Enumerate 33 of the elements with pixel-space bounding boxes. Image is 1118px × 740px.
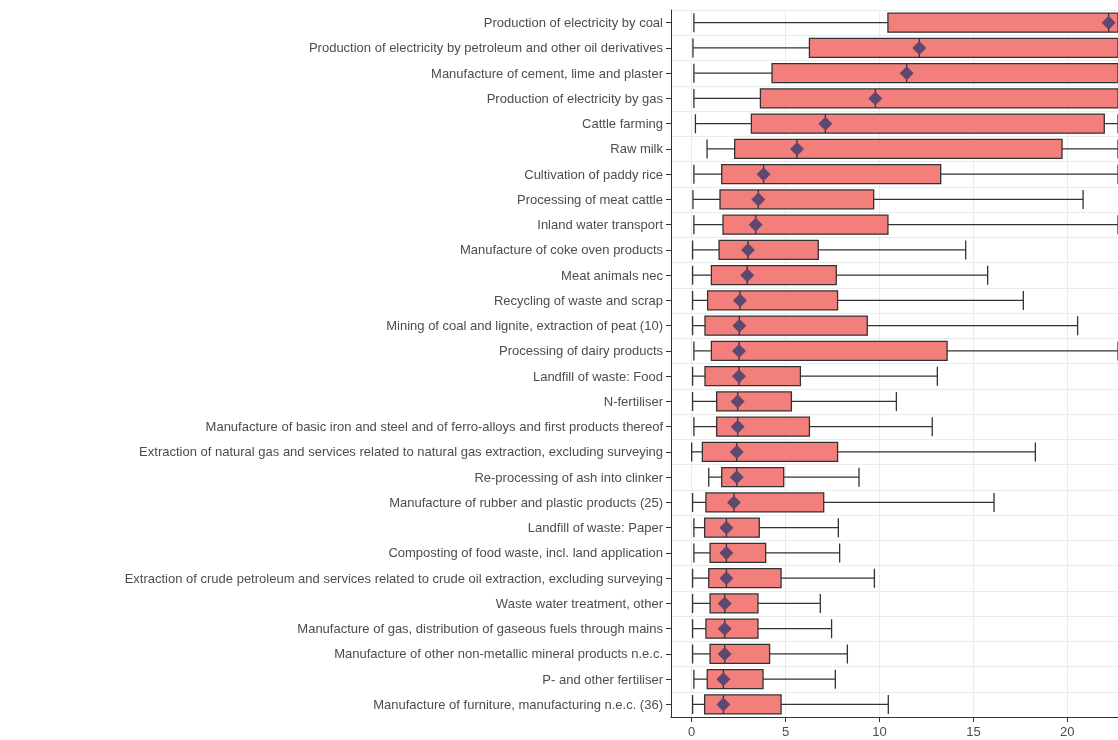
x-tick-label: 10 — [872, 724, 887, 739]
y-tick-label: Processing of meat cattle — [517, 191, 663, 207]
y-tick-label: Production of electricity by coal — [483, 15, 664, 31]
y-tick-label: Manufacture of cement, lime and plaster — [431, 65, 664, 81]
y-tick-label: Waste water treatment, other — [495, 595, 664, 611]
y-tick-label: Mining of coal and lignite, extraction of peat (10) — [386, 318, 663, 334]
y-tick-label: Manufacture of gas, distribution of gaseous fuels through mains — [297, 621, 664, 637]
y-tick-label: Processing of dairy products — [498, 343, 664, 359]
y-tick-label: Raw milk — [610, 141, 664, 157]
y-tick-label: Re-processing of ash into clinker — [474, 469, 664, 485]
y-tick-label: Manufacture of basic iron and steel and of ferro-alloys and first products thereof — [205, 419, 664, 435]
y-tick-label: Landfill of waste: Food — [532, 368, 663, 384]
y-tick-label: Extraction of natural gas and services related to natural gas extraction, excluding surveying — [139, 444, 663, 460]
y-tick-label: Manufacture of rubber and plastic products (25) — [389, 494, 663, 510]
y-tick-label: Cultivation of paddy rice — [524, 166, 663, 182]
y-tick-label: Recycling of waste and scrap — [493, 292, 663, 308]
x-tick-label: 5 — [781, 724, 790, 739]
y-tick-label: Production of electricity by gas — [486, 90, 664, 106]
y-tick-label: Composting of food waste, incl. land application — [388, 545, 663, 561]
y-tick-label: Cattle farming — [582, 116, 663, 132]
y-tick-label: Manufacture of furniture, manufacturing n.e.c. (36) — [373, 696, 663, 712]
y-tick-label: Landfill of waste: Paper — [527, 520, 664, 536]
y-tick-label: Extraction of crude petroleum and services related to crude oil extraction, excluding surveying — [124, 570, 663, 586]
y-tick-label: N-fertiliser — [603, 393, 664, 409]
y-tick-label: Manufacture of other non-metallic mineral products n.e.c. — [334, 646, 663, 662]
y-tick-label: P- and other fertiliser — [542, 671, 664, 687]
x-tick-label: 0 — [688, 724, 696, 739]
y-tick-label: Production of electricity by petroleum and other oil derivatives — [308, 40, 664, 56]
x-tick-label: 20 — [1060, 724, 1075, 739]
x-tick-label: 15 — [966, 724, 981, 739]
y-tick-label: Inland water transport — [537, 217, 664, 233]
y-tick-label: Meat animals nec — [561, 267, 664, 283]
y-tick-label: Manufacture of coke oven products — [459, 242, 664, 258]
